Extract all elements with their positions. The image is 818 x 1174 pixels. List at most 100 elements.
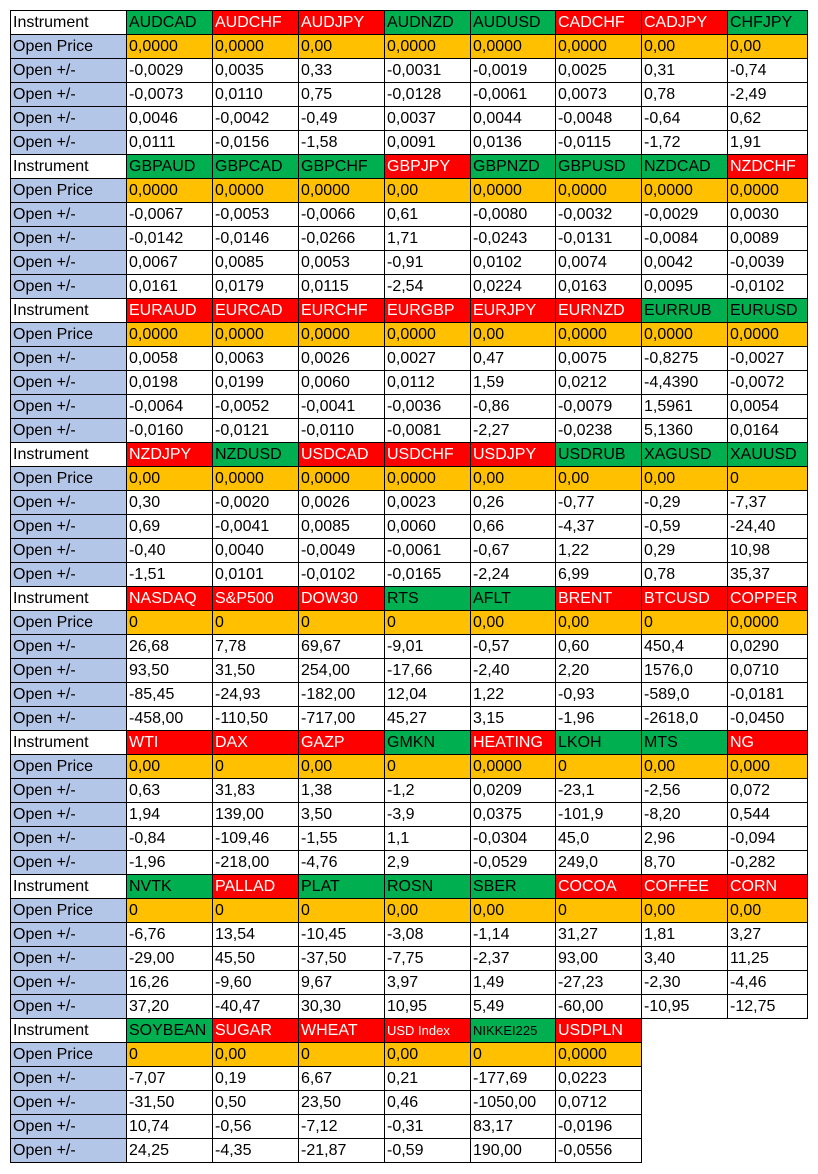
value-cell: 0,0073 [555, 82, 642, 107]
value-cell: -0,0196 [555, 1114, 642, 1139]
value-cell: -0,0061 [470, 82, 556, 107]
open-change-row: Open +/- 0,0067 0,0085 0,0053 -0,91 0,0102 0,0… [10, 250, 808, 275]
value-cell: 0,0101 [212, 562, 299, 587]
symbol-cell: USDCAD [298, 442, 385, 467]
value-cell: -4,46 [727, 970, 808, 995]
symbol-cell: MTS [641, 730, 728, 755]
open-change-label: Open +/- [10, 1114, 127, 1139]
instrument-row: Instrument AUDCAD AUDCHF AUDJPY AUDNZD AUDUSD… [10, 10, 808, 35]
value-cell: 0,0058 [126, 346, 213, 371]
instrument-row: Instrument EURAUD EURCAD EURCHF EURGBP EURJPY… [10, 298, 808, 323]
open-change-label: Open +/- [10, 202, 127, 227]
value-cell: -177,69 [470, 1066, 556, 1091]
value-cell: 5,1360 [641, 418, 728, 443]
symbol-cell: WHEAT [298, 1018, 385, 1043]
value-cell: 0,75 [298, 82, 385, 107]
instrument-label: Instrument [10, 154, 127, 179]
open-price-cell: 0 [298, 610, 385, 635]
empty-cell [728, 1091, 808, 1115]
open-change-row: Open +/- -0,0067 -0,0053 -0,0066 0,61 -0,0080… [10, 202, 808, 227]
open-change-label: Open +/- [10, 970, 127, 995]
symbol-cell: DAX [212, 730, 299, 755]
instrument-row: Instrument NASDAQ S&P500 DOW30 RTS AFLT BRENT B… [10, 586, 808, 611]
value-cell: -7,37 [727, 490, 808, 515]
value-cell: -0,0121 [212, 418, 299, 443]
instrument-label: Instrument [10, 442, 127, 467]
value-cell: 1,38 [298, 778, 385, 803]
value-cell: 1,59 [470, 370, 556, 395]
value-cell: -0,0052 [212, 394, 299, 419]
open-change-label: Open +/- [10, 58, 127, 83]
value-cell: 0,0095 [641, 274, 728, 299]
symbol-cell: USDJPY [470, 442, 556, 467]
value-cell: -717,00 [298, 706, 385, 731]
symbol-cell: SBER [470, 874, 556, 899]
value-cell: -37,50 [298, 946, 385, 971]
open-change-row: Open +/- -0,0029 0,0035 0,33 -0,0031 -0,0019 0… [10, 58, 808, 83]
open-change-label: Open +/- [10, 850, 127, 875]
symbol-cell: NG [727, 730, 808, 755]
open-price-cell: 0,0000 [727, 610, 808, 635]
value-cell: -1,72 [641, 130, 728, 155]
symbol-cell: GBPJPY [384, 154, 471, 179]
value-cell: -0,0243 [470, 226, 556, 251]
open-price-cell: 0,00 [126, 754, 213, 779]
value-cell: 0,0223 [555, 1066, 642, 1091]
symbol-cell: CADJPY [641, 10, 728, 35]
symbol-cell: HEATING [470, 730, 556, 755]
value-cell: -0,0165 [384, 562, 471, 587]
open-change-row: Open +/- -1,51 0,0101 -0,0102 -0,0165 -2,24 6,… [10, 562, 808, 587]
open-change-label: Open +/- [10, 658, 127, 683]
open-price-cell: 0,00 [212, 1042, 299, 1067]
open-change-row: Open +/- 26,68 7,78 69,67 -9,01 -0,57 0,60 450,… [10, 634, 808, 659]
value-cell: 6,67 [298, 1066, 385, 1091]
value-cell: -0,56 [212, 1114, 299, 1139]
open-change-row: Open +/- -458,00 -110,50 -717,00 45,27 3,15 -1… [10, 706, 808, 731]
symbol-cell: CADCHF [555, 10, 642, 35]
value-cell: -0,0039 [727, 250, 808, 275]
symbol-cell: GBPCHF [298, 154, 385, 179]
value-cell: -0,0529 [470, 850, 556, 875]
open-price-cell: 0,0000 [384, 466, 471, 491]
value-cell: -0,0238 [555, 418, 642, 443]
value-cell: -0,77 [555, 490, 642, 515]
value-cell: 0,0026 [298, 490, 385, 515]
open-price-cell: 0,0000 [384, 34, 471, 59]
open-price-row: Open Price 0,00 0 0,00 0 0,0000 0 0,00 0,000 [10, 754, 808, 779]
value-cell: 0,0111 [126, 130, 213, 155]
open-change-label: Open +/- [10, 994, 127, 1019]
value-cell: -0,59 [384, 1138, 471, 1163]
open-price-cell: 0,00 [555, 466, 642, 491]
value-cell: 0,0375 [470, 802, 556, 827]
open-change-label: Open +/- [10, 802, 127, 827]
value-cell: -24,40 [727, 514, 808, 539]
symbol-cell: USDPLN [555, 1018, 642, 1043]
open-change-label: Open +/- [10, 130, 127, 155]
open-change-label: Open +/- [10, 274, 127, 299]
open-price-row: Open Price 0 0,00 0 0,00 0 0,0000 [10, 1042, 808, 1067]
value-cell: -23,1 [555, 778, 642, 803]
value-cell: -12,75 [727, 994, 808, 1019]
value-cell: -3,9 [384, 802, 471, 827]
symbol-cell: AUDJPY [298, 10, 385, 35]
value-cell: -0,0067 [126, 202, 213, 227]
value-cell: 0,0025 [555, 58, 642, 83]
value-cell: 0,26 [470, 490, 556, 515]
value-cell: -3,08 [384, 922, 471, 947]
value-cell: -0,0156 [212, 130, 299, 155]
value-cell: -0,0066 [298, 202, 385, 227]
symbol-cell: RTS [384, 586, 471, 611]
value-cell: -9,60 [212, 970, 299, 995]
value-cell: 0,0054 [727, 394, 808, 419]
symbol-cell: GBPNZD [470, 154, 556, 179]
value-cell: 0,0199 [212, 370, 299, 395]
value-cell: 3,97 [384, 970, 471, 995]
open-change-row: Open +/- 0,0161 0,0179 0,0115 -2,54 0,0224 0,0… [10, 274, 808, 299]
value-cell: 0,0074 [555, 250, 642, 275]
open-price-cell: 0,00 [641, 898, 728, 923]
open-price-cell: 0,00 [727, 34, 808, 59]
value-cell: 0,69 [126, 514, 213, 539]
open-change-label: Open +/- [10, 346, 127, 371]
open-price-cell: 0,00 [126, 466, 213, 491]
value-cell: 0,61 [384, 202, 471, 227]
